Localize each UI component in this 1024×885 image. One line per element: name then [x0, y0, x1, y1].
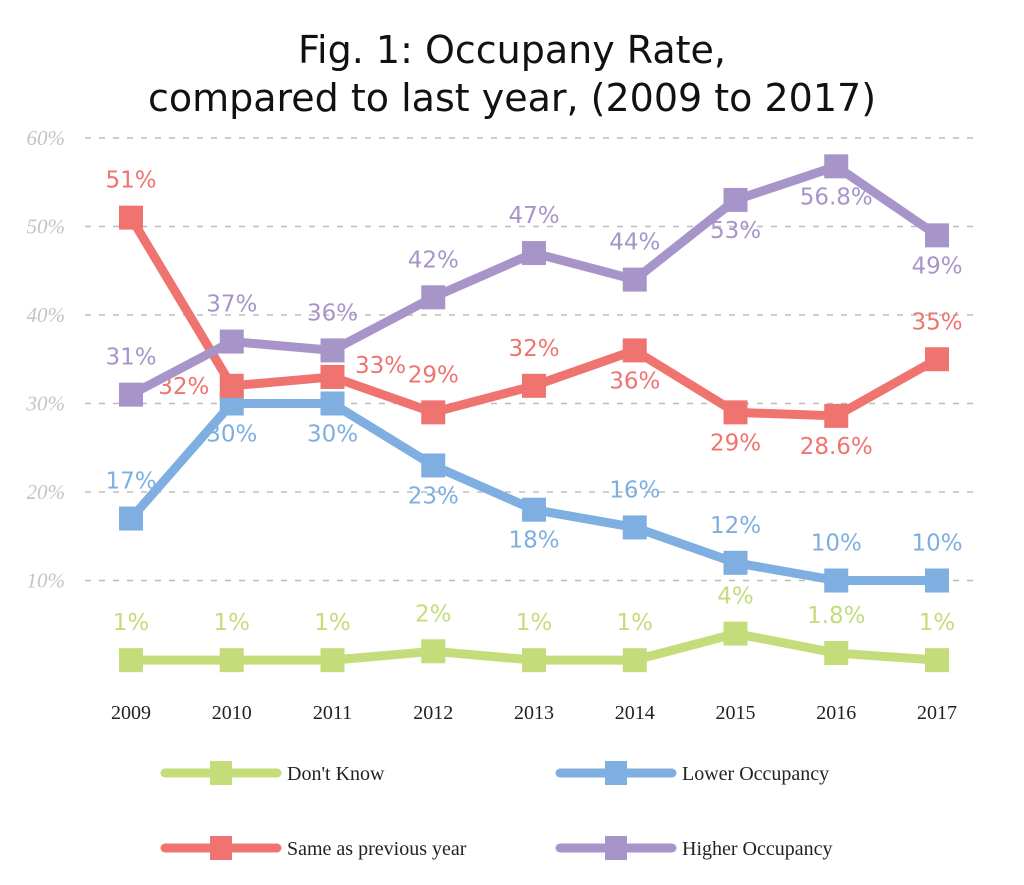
- data-label: 1%: [516, 610, 553, 636]
- data-point-marker: [219, 648, 244, 673]
- data-label: 18%: [508, 528, 559, 554]
- x-tick-label: 2012: [413, 702, 453, 724]
- x-tick-label: 2011: [313, 702, 352, 724]
- data-label: 2%: [415, 601, 452, 627]
- data-point-marker: [723, 187, 748, 212]
- data-label: 1.8%: [807, 603, 865, 629]
- data-label: 49%: [911, 253, 962, 279]
- data-point-marker: [320, 364, 345, 389]
- data-label: 36%: [609, 368, 660, 394]
- data-point-marker: [824, 403, 849, 428]
- data-point-marker: [622, 648, 647, 673]
- data-label: 35%: [911, 309, 962, 335]
- chart-title: Fig. 1: Occupany Rate, compared to last …: [0, 26, 1024, 122]
- data-point-marker: [219, 329, 244, 354]
- data-label: 36%: [307, 300, 358, 326]
- data-label: 28.6%: [800, 434, 873, 460]
- data-label: 53%: [710, 218, 761, 244]
- data-label: 31%: [105, 345, 156, 371]
- y-tick-label: 30%: [26, 392, 66, 416]
- data-point-marker: [522, 373, 546, 398]
- data-label: 4%: [717, 584, 754, 610]
- data-point-marker: [622, 515, 647, 540]
- chart-title-line-1: Fig. 1: Occupany Rate,: [297, 28, 727, 72]
- data-point-marker: [320, 338, 345, 363]
- legend-marker: [605, 761, 627, 785]
- data-label: 10%: [911, 531, 962, 557]
- data-label: 1%: [617, 610, 654, 636]
- data-point-marker: [522, 241, 546, 266]
- x-tick-label: 2013: [514, 702, 554, 724]
- x-tick-label: 2010: [212, 702, 252, 724]
- data-point-marker: [219, 373, 244, 398]
- legend-marker: [605, 836, 627, 860]
- data-point-marker: [421, 400, 446, 425]
- data-point-marker: [925, 648, 949, 673]
- data-point-marker: [824, 641, 849, 666]
- data-label: 1%: [113, 610, 150, 636]
- data-label: 42%: [408, 247, 459, 273]
- data-label: 33%: [355, 353, 406, 379]
- data-point-marker: [622, 338, 647, 363]
- data-label: 1%: [214, 610, 251, 636]
- data-label: 32%: [508, 336, 559, 362]
- data-point-marker: [421, 453, 446, 478]
- data-label: 1%: [314, 610, 351, 636]
- y-tick-label: 10%: [27, 569, 66, 593]
- data-point-marker: [522, 648, 546, 673]
- data-label: 44%: [609, 230, 660, 256]
- data-label: 12%: [710, 513, 761, 539]
- data-point-marker: [421, 639, 446, 664]
- data-label: 10%: [811, 531, 862, 557]
- data-label: 51%: [105, 168, 156, 194]
- data-point-marker: [119, 205, 143, 230]
- legend-label: Higher Occupancy: [682, 838, 833, 860]
- data-point-marker: [925, 223, 949, 248]
- data-point-marker: [824, 568, 849, 593]
- data-point-marker: [925, 347, 949, 372]
- x-tick-label: 2015: [716, 702, 756, 724]
- y-tick-label: 60%: [27, 126, 66, 150]
- data-point-marker: [925, 568, 949, 593]
- data-label: 23%: [408, 483, 459, 509]
- chart-title-line-2: compared to last year, (2009 to 2017): [147, 76, 877, 120]
- data-label: 56.8%: [800, 184, 873, 210]
- data-label: 30%: [307, 422, 358, 448]
- data-point-marker: [824, 154, 849, 179]
- data-point-marker: [119, 506, 143, 531]
- data-point-marker: [723, 550, 748, 575]
- data-label: 29%: [408, 362, 459, 388]
- legend-label: Same as previous year: [287, 838, 467, 860]
- data-point-marker: [119, 382, 143, 407]
- data-label: 29%: [710, 430, 761, 456]
- data-label: 16%: [609, 477, 660, 503]
- data-label: 30%: [206, 422, 257, 448]
- y-tick-label: 40%: [27, 303, 66, 327]
- data-label: 47%: [508, 203, 559, 229]
- data-label: 17%: [105, 469, 156, 495]
- data-point-marker: [723, 621, 748, 646]
- legend-marker: [210, 761, 232, 785]
- data-point-marker: [119, 648, 143, 673]
- x-tick-label: 2016: [816, 702, 856, 724]
- x-tick-label: 2014: [615, 702, 655, 724]
- data-point-marker: [421, 285, 446, 310]
- data-point-marker: [723, 400, 748, 425]
- x-tick-label: 2017: [917, 702, 957, 724]
- y-tick-label: 20%: [27, 480, 66, 504]
- legend-label: Lower Occupancy: [682, 763, 829, 785]
- data-point-marker: [522, 497, 546, 522]
- legend-marker: [210, 836, 232, 860]
- data-point-marker: [622, 267, 647, 292]
- legend-label: Don't Know: [287, 763, 385, 785]
- x-tick-label: 2009: [111, 702, 151, 724]
- y-tick-label: 50%: [27, 215, 66, 239]
- data-label: 37%: [206, 292, 257, 318]
- data-point-marker: [320, 391, 345, 416]
- data-point-marker: [320, 648, 345, 673]
- data-label: 1%: [919, 610, 956, 636]
